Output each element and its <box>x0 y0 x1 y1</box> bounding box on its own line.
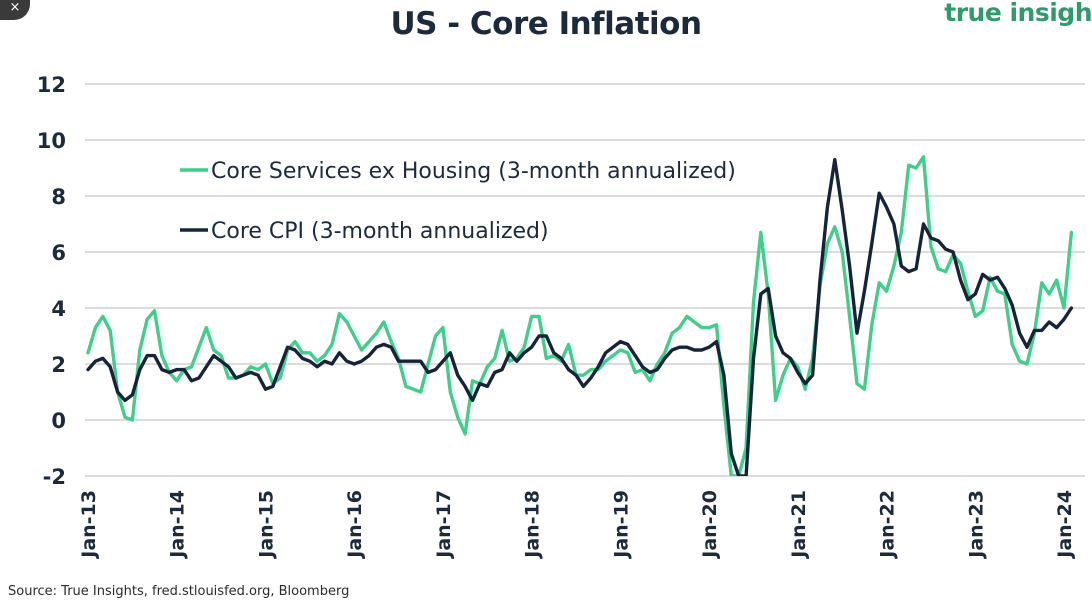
y-tick-label: -2 <box>43 465 66 489</box>
x-tick-label: Jan-19 <box>610 490 632 560</box>
x-tick-label: Jan-14 <box>167 490 189 560</box>
y-tick-label: 10 <box>37 129 66 153</box>
gridlines <box>85 83 1085 477</box>
x-axis-ticks: Jan-13 Jan-14 Jan-15 Jan-16 Jan-17 Jan-18 Jan-… <box>78 490 1076 560</box>
series-layer <box>86 155 1074 476</box>
x-tick-label: Jan-13 <box>78 490 100 560</box>
source-note: Source: True Insights, fred.stlouisfed.o… <box>8 584 350 599</box>
x-tick-label: Jan-24 <box>1054 490 1076 560</box>
x-tick-label: Jan-15 <box>255 490 277 560</box>
legend: Core Services ex Housing (3-month annual… <box>180 159 736 244</box>
y-tick-label: 0 <box>51 409 66 433</box>
x-tick-label: Jan-17 <box>433 490 455 560</box>
legend-label: Core Services ex Housing (3-month annual… <box>211 159 736 184</box>
y-tick-label: 6 <box>51 241 66 265</box>
brand-logo: true insigh <box>944 0 1092 27</box>
series-line-core-cpi <box>86 157 1074 476</box>
x-tick-label: Jan-20 <box>699 490 721 560</box>
x-tick-label: Jan-23 <box>965 490 987 560</box>
legend-label: Core CPI (3-month annualized) <box>211 219 549 244</box>
x-tick-label: Jan-16 <box>344 490 366 560</box>
y-tick-label: 2 <box>51 353 66 377</box>
series-line-core-services-ex-housing <box>86 155 1074 476</box>
close-icon[interactable]: × <box>0 0 30 20</box>
y-tick-label: 8 <box>51 185 66 209</box>
y-axis-ticks: 12 10 8 6 4 2 0 -2 <box>37 73 66 489</box>
chart-title: US - Core Inflation <box>390 6 702 42</box>
y-tick-label: 12 <box>37 73 66 97</box>
x-tick-label: Jan-21 <box>788 490 810 560</box>
y-tick-label: 4 <box>51 297 66 321</box>
x-tick-label: Jan-22 <box>877 490 899 560</box>
x-tick-label: Jan-18 <box>522 490 544 560</box>
